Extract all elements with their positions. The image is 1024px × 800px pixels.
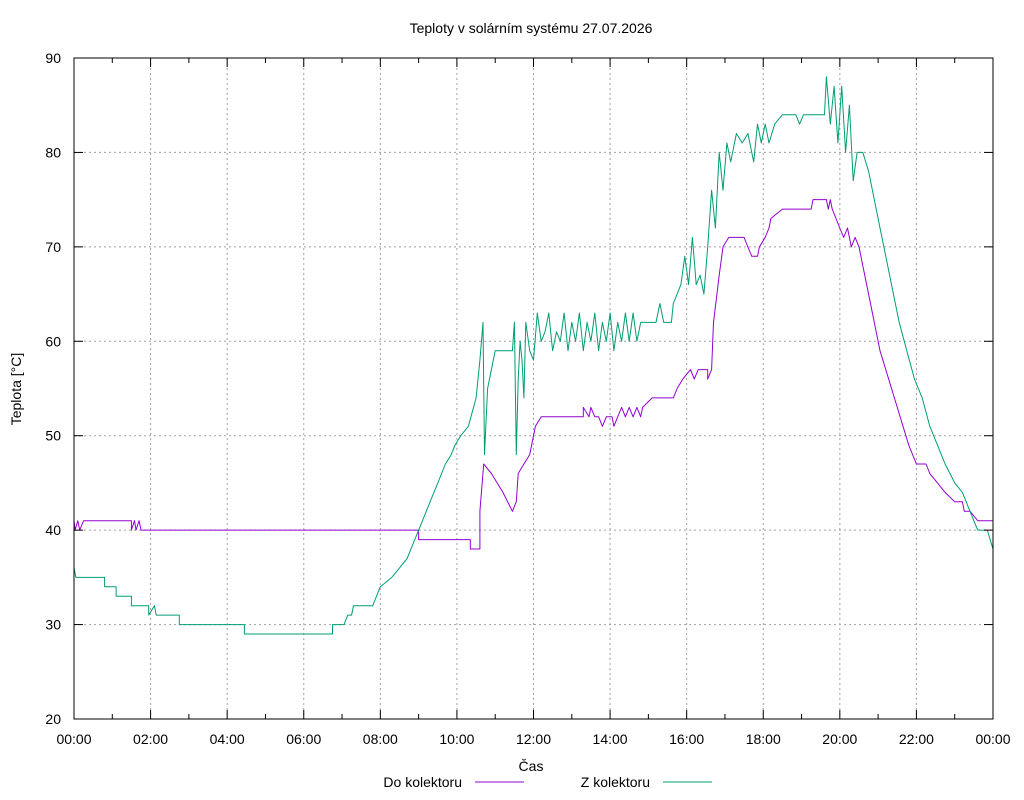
- x-tick-label: 12:00: [516, 731, 551, 747]
- x-tick-label: 08:00: [363, 731, 398, 747]
- x-tick-label: 00:00: [56, 731, 91, 747]
- legend-label-z-kolektoru: Z kolektoru: [581, 774, 650, 790]
- y-tick-label: 90: [45, 50, 61, 66]
- y-tick-label: 20: [45, 711, 61, 727]
- y-tick-label: 80: [45, 144, 61, 160]
- x-tick-label: 22:00: [899, 731, 934, 747]
- legend-label-do-kolektoru: Do kolektoru: [383, 774, 462, 790]
- y-tick-label: 60: [45, 333, 61, 349]
- series-group: [73, 76, 994, 635]
- x-tick-label: 16:00: [669, 731, 704, 747]
- x-tick-label: 00:00: [975, 731, 1010, 747]
- x-tick-label: 10:00: [439, 731, 474, 747]
- x-tick-label: 06:00: [286, 731, 321, 747]
- x-tick-label: 04:00: [210, 731, 245, 747]
- x-axis-label: Čas: [519, 758, 544, 774]
- chart-title: Teploty v solárním systému 27.07.2026: [410, 20, 653, 36]
- grid-lines: [74, 58, 993, 719]
- y-tick-label: 30: [45, 617, 61, 633]
- y-tick-label: 40: [45, 522, 61, 538]
- y-axis-label: Teplota [°C]: [8, 353, 24, 426]
- y-tick-label: 50: [45, 428, 61, 444]
- legend: Do kolektoru Z kolektoru: [383, 774, 712, 790]
- x-tick-label: 02:00: [133, 731, 168, 747]
- y-tick-label: 70: [45, 239, 61, 255]
- x-tick-label: 20:00: [822, 731, 857, 747]
- axis-ticks: 00:00 02:00 04:00 06:00 08:00 10:00 12:00 14:00…: [45, 50, 1010, 747]
- x-tick-label: 18:00: [746, 731, 781, 747]
- series-line-z-kolektoru: [73, 76, 994, 635]
- series-line-do-kolektoru: [73, 199, 993, 550]
- x-tick-label: 14:00: [593, 731, 628, 747]
